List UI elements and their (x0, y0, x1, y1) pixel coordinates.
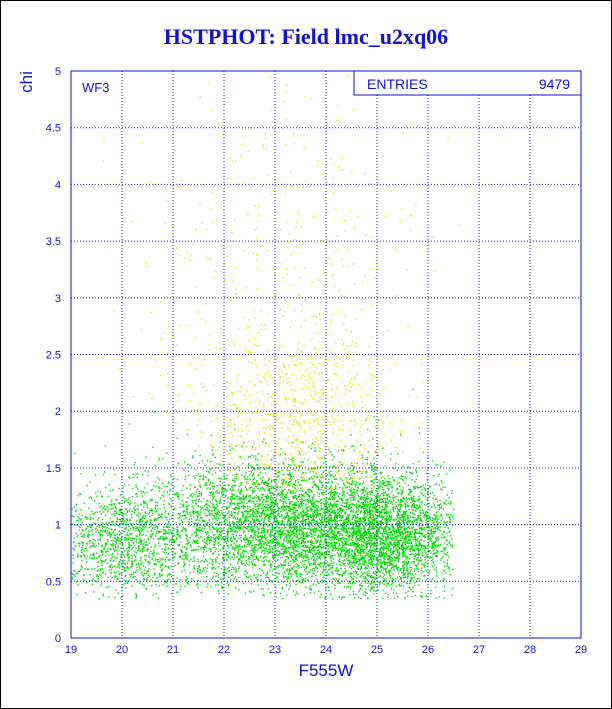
y-tick-label: 3.5 (46, 236, 61, 248)
y-tick-label: 3 (55, 293, 61, 305)
y-axis-label: chi (17, 71, 36, 93)
y-tick-label: 2 (55, 406, 61, 418)
series-points-1 (99, 75, 479, 492)
axis-ticks: 19 20 21 22 23 24 25 26 27 28 29 0 0.5 1 1.5 2 2.5 3 3.5 4 4… (46, 66, 587, 656)
chart-title: HSTPHOT: Field lmc_u2xq06 (163, 24, 449, 49)
y-tick-label: 5 (55, 66, 61, 78)
y-tick-label: 4.5 (46, 123, 61, 135)
y-tick-label: 1.5 (46, 463, 61, 475)
plot-frame (70, 70, 582, 639)
series-points-0 (71, 388, 455, 600)
x-tick-label: 24 (320, 644, 332, 656)
panel-label: WF3 (82, 80, 109, 95)
y-tick-label: 2.5 (46, 350, 61, 362)
stats-label: ENTRIES (367, 76, 428, 92)
x-axis-label: F555W (299, 661, 354, 680)
y-tick-label: 0 (55, 633, 61, 645)
x-tick-label: 19 (65, 644, 77, 656)
y-tick-label: 0.5 (46, 576, 61, 588)
grid-lines (71, 71, 581, 638)
data-points (71, 75, 479, 600)
x-tick-label: 22 (218, 644, 230, 656)
x-tick-label: 23 (269, 644, 281, 656)
stats-value: 9479 (539, 76, 570, 92)
x-tick-label: 21 (167, 644, 179, 656)
x-tick-label: 28 (524, 644, 536, 656)
y-tick-label: 1 (55, 520, 61, 532)
stats-box-frame (353, 70, 582, 96)
x-tick-label: 29 (575, 644, 587, 656)
x-tick-label: 20 (116, 644, 128, 656)
x-tick-label: 27 (473, 644, 485, 656)
y-tick-label: 4 (55, 179, 61, 191)
stats-box: ENTRIES 9479 (353, 70, 582, 96)
x-tick-label: 25 (371, 644, 383, 656)
x-tick-label: 26 (422, 644, 434, 656)
